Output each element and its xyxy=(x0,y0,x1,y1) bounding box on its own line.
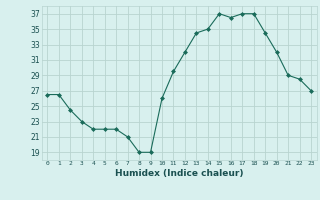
X-axis label: Humidex (Indice chaleur): Humidex (Indice chaleur) xyxy=(115,169,244,178)
